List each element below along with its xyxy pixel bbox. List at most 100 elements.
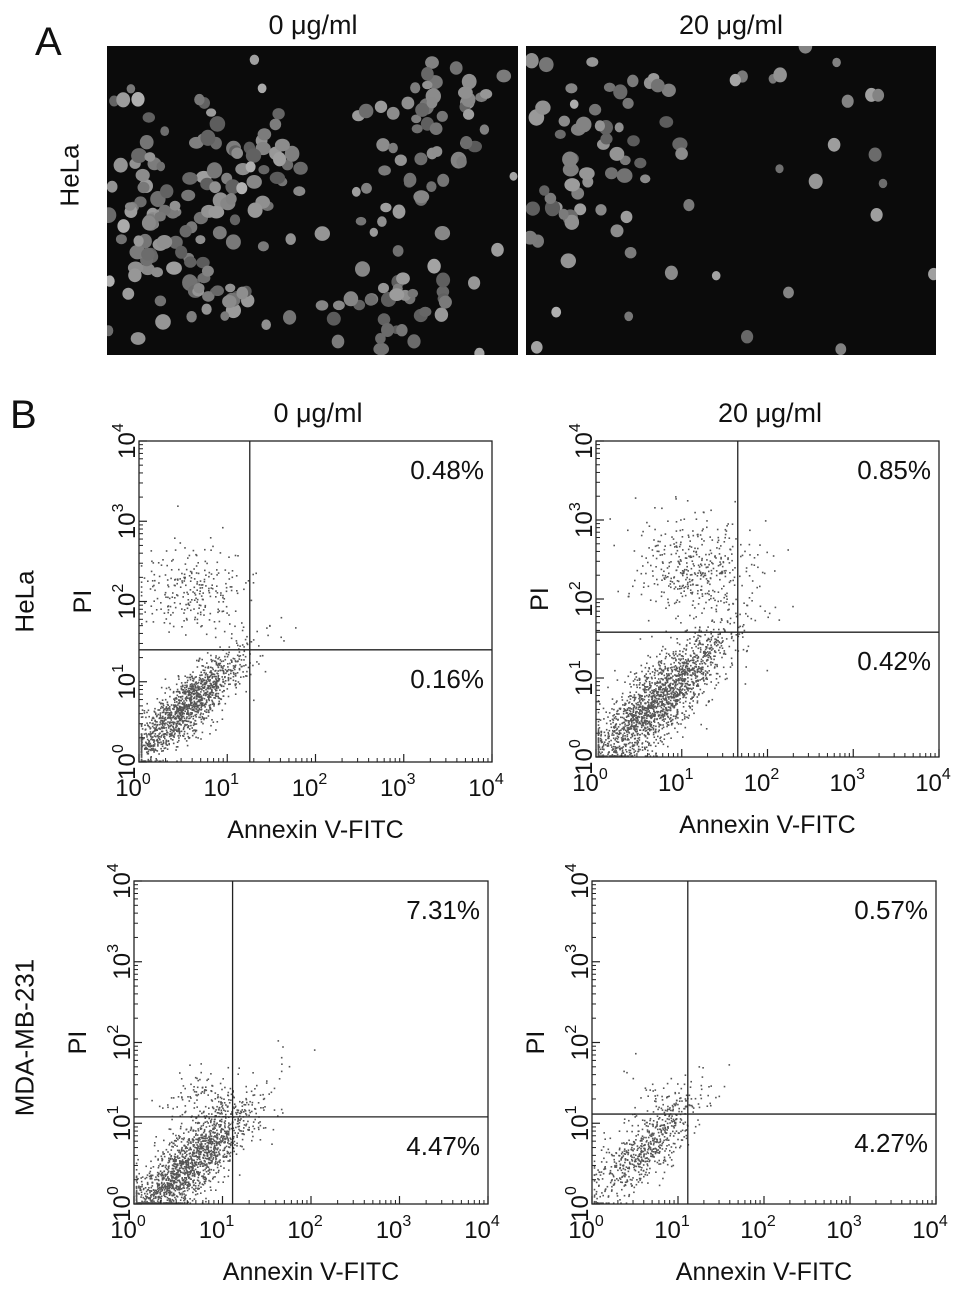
- event-point: [184, 577, 186, 580]
- event-point: [170, 569, 173, 571]
- event-point: [700, 563, 702, 565]
- event-point: [197, 700, 200, 703]
- event-point: [708, 670, 710, 672]
- event-point: [157, 713, 160, 716]
- event-point: [200, 682, 202, 685]
- event-point: [177, 691, 180, 693]
- event-point: [152, 736, 154, 738]
- event-point: [608, 735, 610, 737]
- event-point: [215, 663, 218, 666]
- event-point: [149, 588, 152, 590]
- event-point: [196, 689, 198, 692]
- nucleus: [526, 201, 540, 216]
- event-point: [631, 725, 633, 728]
- event-point: [188, 697, 191, 699]
- nucleus: [194, 93, 205, 106]
- event-point: [187, 710, 189, 713]
- event-point: [613, 726, 615, 729]
- event-point: [656, 710, 658, 713]
- event-point: [162, 750, 164, 752]
- event-point: [651, 701, 653, 704]
- event-point: [616, 679, 619, 681]
- event-point: [240, 665, 243, 668]
- event-point: [177, 690, 179, 693]
- event-point: [220, 594, 222, 596]
- event-point: [154, 1178, 156, 1181]
- event-point: [662, 697, 664, 700]
- event-point: [217, 675, 220, 677]
- event-point: [692, 530, 694, 532]
- event-point: [162, 741, 165, 744]
- event-point: [649, 725, 651, 727]
- event-point: [684, 716, 686, 718]
- nucleus: [257, 83, 267, 94]
- event-point: [710, 509, 712, 512]
- event-point: [235, 640, 238, 642]
- event-point: [240, 1130, 242, 1132]
- nucleus: [425, 56, 439, 69]
- event-point: [659, 653, 661, 655]
- event-point: [201, 674, 203, 676]
- event-point: [665, 722, 668, 724]
- event-point: [219, 552, 222, 554]
- event-point: [156, 698, 159, 700]
- event-point: [627, 731, 630, 733]
- event-point: [657, 662, 660, 664]
- event-point: [153, 740, 156, 742]
- event-point: [186, 685, 188, 688]
- event-point: [715, 645, 718, 647]
- event-point: [188, 690, 190, 692]
- event-point: [163, 727, 165, 729]
- event-point: [653, 690, 655, 692]
- nucleus: [154, 211, 166, 222]
- event-point: [650, 692, 653, 695]
- nucleus: [458, 86, 473, 99]
- event-point: [686, 576, 688, 579]
- event-point: [696, 696, 699, 698]
- event-point: [220, 1103, 222, 1105]
- scatter-points: [597, 496, 794, 757]
- event-point: [193, 729, 195, 731]
- event-point: [635, 706, 638, 709]
- event-point: [163, 709, 165, 712]
- event-point: [177, 675, 180, 677]
- event-point: [176, 746, 179, 748]
- event-point: [216, 592, 219, 594]
- event-point: [656, 684, 658, 687]
- event-point: [219, 646, 221, 648]
- event-point: [693, 550, 695, 553]
- event-point: [192, 692, 194, 695]
- event-point: [170, 704, 173, 706]
- event-point: [715, 574, 718, 577]
- event-point: [637, 737, 639, 740]
- event-point: [664, 574, 667, 577]
- event-point: [176, 688, 179, 691]
- event-point: [700, 670, 703, 673]
- event-point: [675, 702, 677, 705]
- event-point: [664, 684, 666, 686]
- quadrant-upper-right-percent: 0.48%: [410, 455, 484, 485]
- event-point: [647, 701, 650, 704]
- event-point: [681, 675, 683, 677]
- event-point: [633, 694, 636, 696]
- event-point: [185, 720, 188, 722]
- event-point: [190, 571, 193, 573]
- event-point: [634, 697, 636, 699]
- event-point: [684, 557, 687, 559]
- event-point: [690, 556, 693, 558]
- event-point: [176, 722, 179, 725]
- event-point: [698, 629, 701, 631]
- event-point: [698, 666, 700, 668]
- event-point: [212, 681, 214, 684]
- event-point: [688, 684, 690, 686]
- event-point: [178, 678, 180, 680]
- nucleus: [355, 216, 367, 226]
- event-point: [144, 744, 146, 747]
- event-point: [650, 706, 653, 709]
- event-point: [213, 673, 216, 676]
- event-point: [719, 646, 721, 649]
- event-point: [691, 560, 694, 562]
- nucleus: [808, 173, 823, 189]
- event-point: [222, 670, 225, 672]
- nucleus: [374, 100, 388, 113]
